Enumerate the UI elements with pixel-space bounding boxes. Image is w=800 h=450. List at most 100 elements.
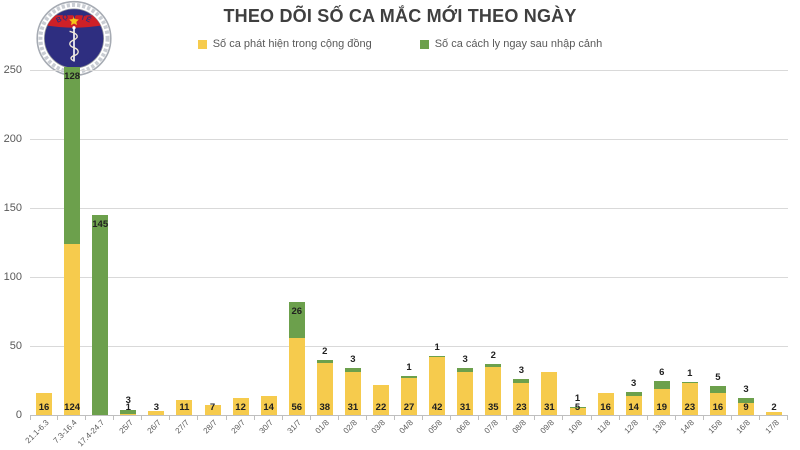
x-axis-label: 01/8 <box>313 418 332 436</box>
y-axis-label: 150 <box>3 202 22 214</box>
x-axis-tick <box>730 416 732 420</box>
x-axis-tick <box>309 416 311 420</box>
bar-value-label-yellow: 31 <box>347 402 359 413</box>
bar-value-label-green: 3 <box>125 395 131 407</box>
bar-yellow-segment <box>709 392 726 415</box>
bar-yellow-segment <box>541 372 558 415</box>
bar-yellow-segment <box>653 388 670 415</box>
x-axis-label: 14/8 <box>678 418 697 436</box>
logo-snake-icon <box>69 30 79 62</box>
bar-column: 42 1 05/8 <box>423 70 452 435</box>
x-axis-label: 17.4-24.7 <box>76 418 107 449</box>
ministry-of-health-logo-image: BỘ Y TẾ MINISTRY OF HEALTH <box>36 0 112 77</box>
bar-value-label-yellow: 42 <box>431 402 443 413</box>
bar-column: 22 03/8 <box>367 70 396 435</box>
bar-yellow-segment <box>681 383 698 415</box>
bar-column: 38 2 01/8 <box>311 70 339 435</box>
bar-column: 16 5 15/8 <box>704 70 732 435</box>
legend-swatch-green-icon <box>419 39 429 49</box>
bar-column: 14 3 12/8 <box>620 70 648 435</box>
bar-yellow-segment <box>260 395 277 415</box>
bar-value-label-green: 3 <box>631 377 637 389</box>
x-axis-label: 30/7 <box>257 418 276 436</box>
bar-green-segment <box>64 67 81 244</box>
bar-value-label-green: 1 <box>574 392 581 404</box>
bar-green-segment <box>316 359 333 363</box>
bar-yellow-segment <box>485 366 502 415</box>
bar-value-label-green: 3 <box>350 354 356 366</box>
x-axis-tick <box>534 416 536 420</box>
gridline <box>30 208 788 209</box>
bar-value-label-yellow: 31 <box>544 402 555 413</box>
logo-top-text: BỘ Y TẾ <box>55 12 94 25</box>
bar-value-label-green: 6 <box>659 366 665 378</box>
bar-column: 145 17.4-24.7 <box>76 70 115 448</box>
bar-yellow-segment <box>344 372 361 415</box>
x-axis-label: 7.3-16.4 <box>51 418 79 446</box>
x-axis-tick <box>365 416 367 420</box>
bar-yellow-segment <box>204 405 221 415</box>
bar-yellow-segment <box>429 357 446 415</box>
x-axis-label: 25/7 <box>117 418 135 436</box>
bar-yellow-segment <box>401 377 418 415</box>
gridline <box>30 70 788 71</box>
x-axis-tick <box>450 416 452 420</box>
logo-star-icon <box>69 16 79 26</box>
x-axis-tick <box>646 416 648 420</box>
bar-green-segment <box>429 355 446 358</box>
bar-column: 35 2 07/8 <box>479 70 508 435</box>
bar-green-segment <box>457 368 474 373</box>
bar-value-label-yellow: 38 <box>319 402 331 413</box>
x-axis-tick <box>478 416 480 420</box>
bar-column: 56 26 31/7 <box>283 70 311 435</box>
x-axis-tick <box>562 416 564 420</box>
bar-value-label-green: 1 <box>687 367 693 379</box>
bar-column: 12 29/7 <box>227 70 255 435</box>
bar-yellow-segment <box>625 395 642 415</box>
bar-yellow-segment <box>766 412 783 415</box>
bar-yellow-segment <box>64 243 81 415</box>
bar-yellow-segment <box>36 392 53 415</box>
bar-column: 31 3 06/8 <box>451 70 480 435</box>
x-axis-tick <box>702 416 704 420</box>
svg-text:BỘ Y TẾ: BỘ Y TẾ <box>55 12 94 25</box>
bar-value-label-yellow: 9 <box>743 402 749 413</box>
bar-value-label-yellow: 14 <box>628 402 639 413</box>
bar-value-label-yellow: 16 <box>712 402 724 413</box>
x-axis-label: 13/8 <box>650 418 669 436</box>
bar-value-label-yellow: 22 <box>375 402 387 413</box>
x-axis-tick <box>506 416 508 420</box>
bar-column: 14 30/7 <box>255 70 283 435</box>
bar-value-label-green: 145 <box>92 218 109 230</box>
bar-value-label-yellow: 31 <box>459 402 471 413</box>
bar-yellow-segment <box>120 413 137 415</box>
x-axis-label: 21.1-6.3 <box>23 418 51 446</box>
x-axis-tick <box>281 416 283 420</box>
x-axis-tick <box>225 416 227 420</box>
x-axis-label: 02/8 <box>341 418 360 436</box>
bar-column: 16 21.1-6.3 <box>23 70 59 445</box>
plot-columns: 16 21.1-6.3 124 128 7.3-16.4 145 17.4-24.7 1 3 25… <box>23 67 789 448</box>
bar-value-label-green: 26 <box>291 305 303 317</box>
x-axis-label: 03/8 <box>369 418 388 436</box>
x-axis-tick <box>169 416 171 420</box>
bar-value-label-yellow: 23 <box>684 402 696 413</box>
x-axis-tick <box>85 416 87 420</box>
y-axis-label: 50 <box>9 340 22 352</box>
bar-green-segment <box>653 380 670 389</box>
x-axis-tick <box>422 416 424 420</box>
bar-value-label-green: 1 <box>434 341 440 353</box>
x-axis-label: 27/7 <box>173 418 191 436</box>
x-axis-label: 17/8 <box>763 418 781 436</box>
bar-yellow-segment <box>513 383 530 415</box>
x-axis-label: 16/8 <box>734 418 753 436</box>
bar-column: 31 09/8 <box>535 70 564 435</box>
bar-column: 1 3 25/7 <box>114 70 143 435</box>
bar-column: 23 3 08/8 <box>507 70 536 435</box>
bar-yellow-segment <box>148 410 165 415</box>
y-axis-label: 100 <box>3 271 22 283</box>
bar-value-label-yellow: 11 <box>179 402 190 413</box>
x-axis-tick <box>394 416 396 420</box>
y-axis-label: 200 <box>3 133 22 145</box>
